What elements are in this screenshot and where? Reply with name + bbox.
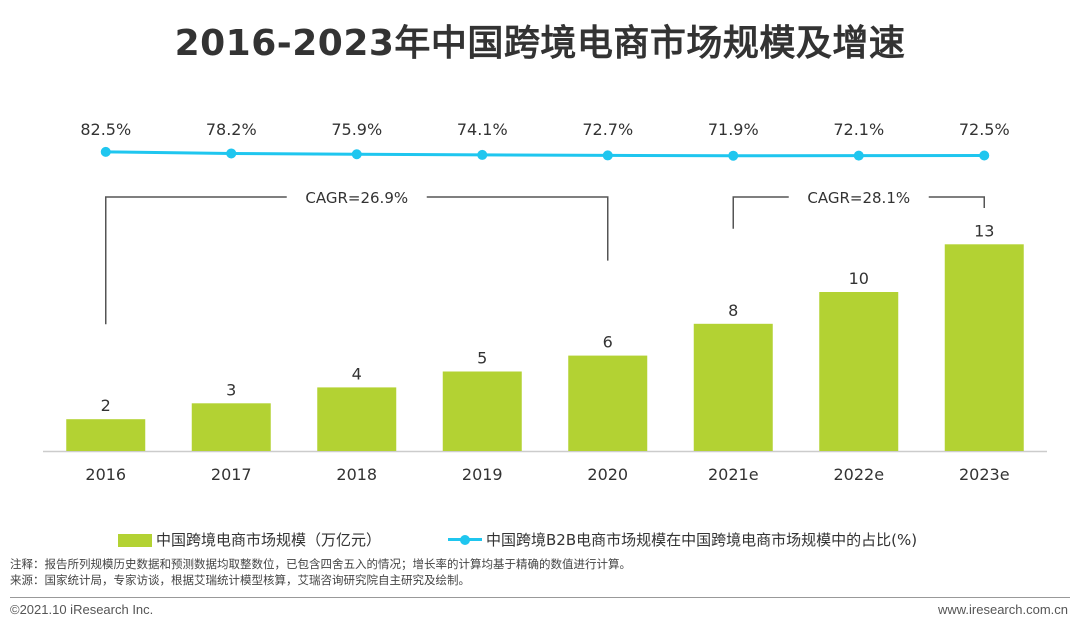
bar-label-2021e: 8 (728, 301, 738, 320)
share-point-2020 (602, 150, 613, 161)
x-tick-label-2023e: 2023e (959, 465, 1010, 484)
x-tick-label-2018: 2018 (336, 465, 377, 484)
x-tick-label-2019: 2019 (462, 465, 503, 484)
bar-2017 (191, 403, 271, 451)
share-point-2018 (351, 149, 362, 160)
legend-bar-label: 中国跨境电商市场规模（万亿元） (156, 531, 382, 549)
cagr-label-2: CAGR=28.1% (807, 189, 910, 207)
share-label-2016: 82.5% (80, 120, 131, 139)
bar-label-2022e: 10 (849, 269, 869, 288)
legend-line-swatch (448, 533, 482, 547)
legend-item-bar: 中国跨境电商市场规模（万亿元） (118, 528, 381, 552)
source-text: 来源：国家统计局，专家访谈，根据艾瑞统计模型核算，艾瑞咨询研究院自主研究及绘制。 (10, 573, 470, 587)
share-label-2021e: 71.9% (708, 120, 759, 139)
share-point-2022e (853, 150, 864, 161)
share-point-2017 (226, 148, 237, 159)
x-tick-label-2022e: 2022e (833, 465, 884, 484)
bar-2018 (317, 387, 397, 451)
footer-divider (10, 597, 1070, 598)
share-line (105, 150, 985, 158)
chart-legend: 中国跨境电商市场规模（万亿元） 中国跨境B2B电商市场规模在中国跨境电商市场规模… (118, 528, 1018, 554)
share-label-2023e: 72.5% (959, 120, 1010, 139)
share-point-2021e (728, 150, 739, 161)
x-tick-label-2021e: 2021e (708, 465, 759, 484)
cagr-bracket-right-1 (426, 196, 609, 261)
share-label-2018: 75.9% (331, 120, 382, 139)
footer-copyright: ©2021.10 iResearch Inc. (10, 602, 154, 617)
legend-item-line: 中国跨境B2B电商市场规模在中国跨境电商市场规模中的占比(%) (448, 528, 917, 552)
bar-label-2018: 4 (352, 364, 362, 383)
share-label-2019: 74.1% (457, 120, 508, 139)
chart-title: 2016-2023年中国跨境电商市场规模及增速 (174, 23, 906, 64)
x-tick-label-2016: 2016 (85, 465, 126, 484)
share-label-2022e: 72.1% (833, 120, 884, 139)
bar-2016 (66, 419, 146, 451)
notes-block: 注释：报告所列规模历史数据和预测数据均取整数位，已包含四舍五入的情况；增长率的计… (10, 556, 631, 588)
share-point-2019 (477, 149, 488, 160)
bar-label-2020: 6 (603, 333, 613, 352)
share-label-2017: 78.2% (206, 120, 257, 139)
bar-2023e (944, 244, 1024, 451)
x-tick-label-2020: 2020 (587, 465, 628, 484)
x-tick-label-2017: 2017 (211, 465, 252, 484)
bar-label-2017: 3 (226, 380, 236, 399)
bar-label-2023e: 13 (974, 221, 994, 240)
bar-label-2019: 5 (477, 349, 487, 368)
bar-2020 (568, 355, 648, 451)
bar-label-2016: 2 (101, 396, 111, 415)
footer-website: www.iresearch.com.cn (937, 602, 1068, 617)
note-text: 注释：报告所列规模历史数据和预测数据均取整数位，已包含四舍五入的情况；增长率的计… (10, 557, 631, 571)
cagr-label-1: CAGR=26.9% (305, 189, 408, 207)
cagr-bracket-left-1 (105, 196, 287, 325)
chart-canvas: 2 2016 3 2017 4 2018 5 2019 6 2020 8 2021e 10 2022e 13… (43, 120, 1047, 484)
cagr-bracket-right-2 (928, 196, 985, 208)
legend-line-label: 中国跨境B2B电商市场规模在中国跨境电商市场规模中的占比(%) (486, 531, 918, 549)
legend-bar-swatch (118, 533, 152, 547)
bar-2022e (819, 292, 899, 451)
share-point-2023e (979, 150, 990, 161)
cagr-bracket-left-2 (732, 196, 789, 229)
bar-2019 (442, 371, 522, 451)
share-label-2020: 72.7% (582, 120, 633, 139)
share-point-2016 (100, 146, 111, 157)
bar-2021e (693, 323, 773, 451)
